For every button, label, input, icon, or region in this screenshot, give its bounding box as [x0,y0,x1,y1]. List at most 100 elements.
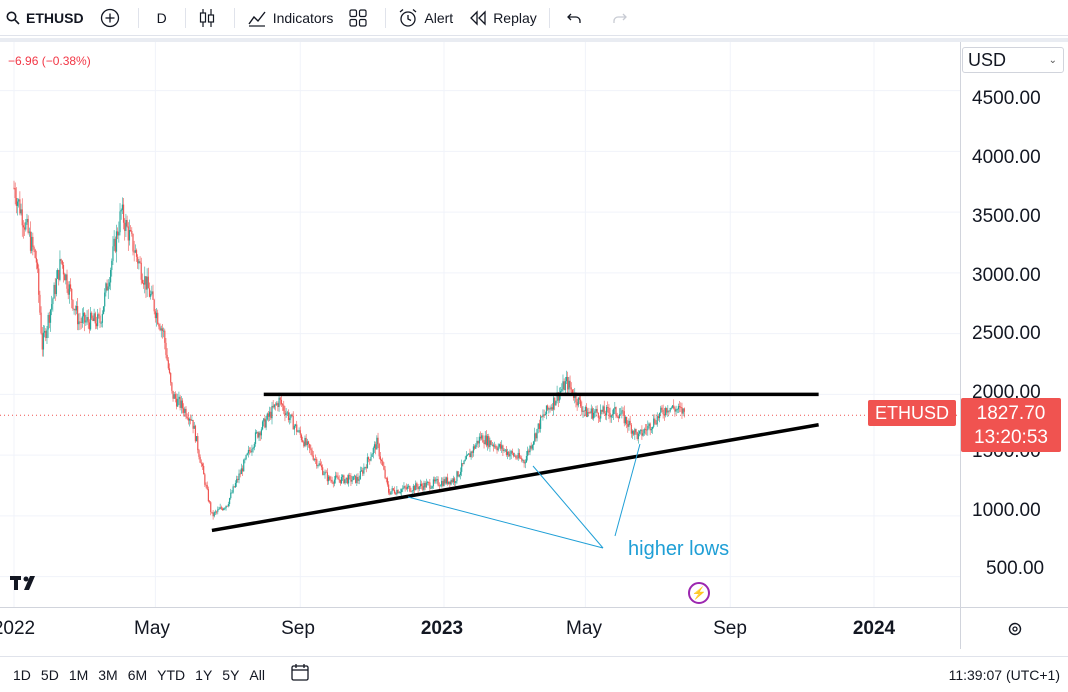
candle-body [478,436,480,444]
candle-body [591,408,594,419]
candle-body [610,415,612,418]
candle-body [245,454,247,460]
candle-body [438,485,440,487]
candle-body [363,467,365,474]
candle-body [525,456,528,463]
candle-body [517,452,519,459]
candle-body [112,246,114,261]
range-3m-button[interactable]: 3M [98,666,118,683]
candle-body [113,238,115,247]
compare-button[interactable] [92,0,134,36]
redo-button[interactable] [600,0,646,36]
candle-body [347,475,350,484]
candle-body [476,440,478,445]
candle-body [80,322,82,323]
alert-label: Alert [424,9,454,26]
range-all-button[interactable]: All [249,666,265,683]
chart-type-button[interactable] [190,0,230,36]
range-6m-button[interactable]: 6M [127,666,148,683]
candle-body [650,429,652,431]
candle-body [373,444,376,448]
symbol-search-button[interactable]: ETHUSD [0,0,92,36]
candle-body [475,444,477,449]
candle-body [468,453,470,455]
candle-body [479,436,482,439]
candle-body [150,293,152,297]
time-axis[interactable] [0,607,960,649]
candle-body [312,455,314,460]
candle-body [366,457,369,469]
range-5y-button[interactable]: 5Y [222,666,240,683]
candle-body [335,475,337,480]
candle-body [463,460,465,465]
indicators-button[interactable]: Indicators [239,0,342,36]
price-tick: 3000.00 [972,265,1041,286]
candle-body [410,491,412,493]
candle-body [224,508,226,509]
candle-body [69,284,72,289]
candle-body [602,406,604,412]
candle-body [550,407,552,410]
replay-button[interactable]: Replay [461,0,545,36]
candle-body [560,390,562,393]
tradingview-logo[interactable] [10,574,42,598]
interval-button[interactable]: D [143,0,181,36]
candle-body [66,274,68,289]
candle-body [134,250,136,253]
candle-body [340,477,343,484]
candle-body [623,411,625,424]
candle-body [200,462,202,464]
candle-body [261,421,264,430]
candle-body [369,459,371,461]
candle-body [110,270,112,283]
candle-body [77,305,79,325]
time-tick: 2023 [420,618,464,639]
candle-body [470,451,472,458]
candle-body [390,491,392,495]
candle-body [175,398,178,407]
undo-button[interactable] [554,0,600,36]
chart-settings-button[interactable] [960,607,1068,649]
goto-date-button[interactable] [290,662,310,687]
range-ytd-button[interactable]: YTD [157,666,186,683]
candle-body [47,314,49,330]
range-1d-button[interactable]: 1D [13,666,31,683]
candle-body [400,489,403,493]
candle-body [273,404,275,408]
annotation-pointer-line [407,496,604,549]
candle-body [683,408,685,412]
candle-body [168,368,171,373]
candle-body [256,432,258,433]
candle-body [680,407,682,408]
rewind-icon [470,9,486,26]
candle-body [655,423,657,425]
alert-button[interactable]: Alert [390,0,461,36]
range-5d-button[interactable]: 5D [40,666,59,683]
lightning-icon[interactable]: ⚡ [688,582,710,604]
price-chart[interactable] [0,42,960,607]
range-1y-button[interactable]: 1Y [195,666,213,683]
clock-timezone[interactable]: 11:39:07 (UTC+1) [948,667,1060,683]
candle-body [151,291,153,294]
candle-body [178,396,180,399]
candle-body [184,408,186,413]
candle-body [489,440,491,447]
candle-body [634,429,636,435]
candle-body [259,432,261,436]
candle-body [210,502,212,512]
candle-body [392,488,394,491]
chart-pane[interactable] [0,42,960,607]
candle-body [575,393,577,403]
price-axis[interactable] [960,42,1068,607]
candle-body [635,429,637,433]
range-1m-button[interactable]: 1M [68,666,89,683]
templates-button[interactable] [341,0,381,36]
candle-body [577,397,579,406]
candle-body [190,418,192,421]
candle-body [127,226,129,241]
candle-body [342,475,344,478]
currency-select[interactable]: USD ⌄ [962,47,1064,73]
candle-body [303,441,305,447]
candle-body [558,392,561,401]
candle-body [431,486,433,489]
